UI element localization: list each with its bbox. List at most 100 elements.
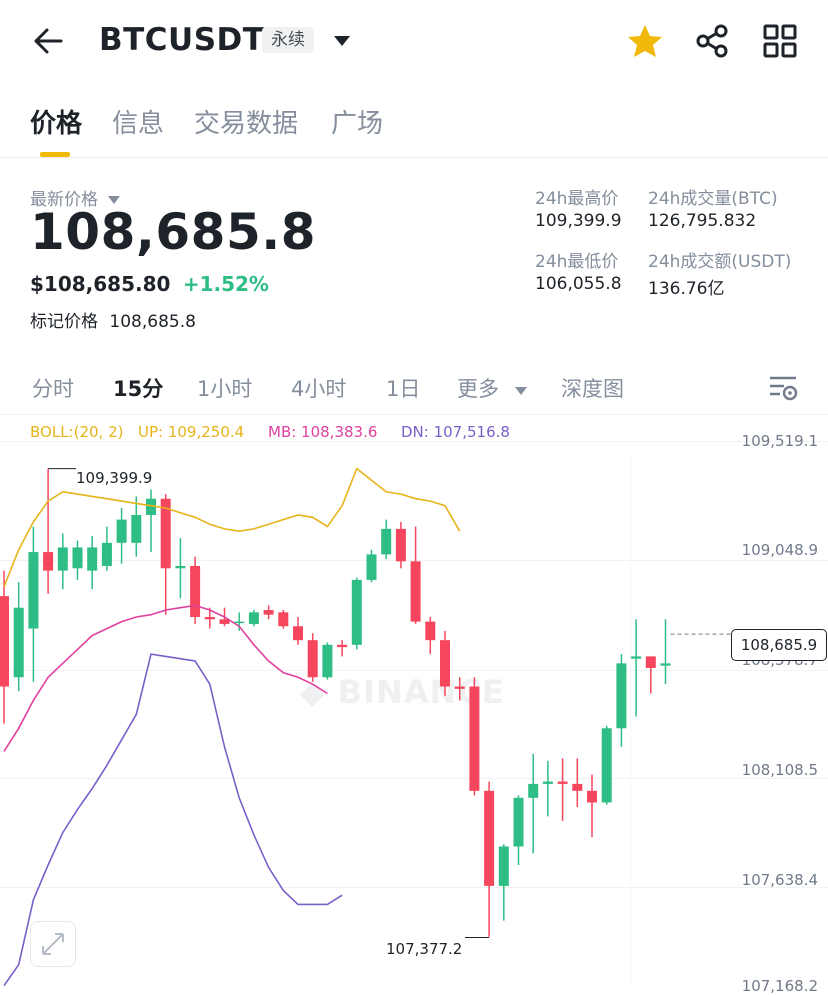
candle-body-up xyxy=(513,797,524,847)
low-price-marker: 107,377.2 xyxy=(386,940,463,958)
candle xyxy=(131,496,142,557)
candle-body-down xyxy=(43,552,54,571)
candle-body-down xyxy=(204,616,215,620)
gridline xyxy=(0,560,828,561)
candle-body-down xyxy=(219,619,230,624)
boll-lower-line xyxy=(3,653,343,986)
more-menu-button[interactable] xyxy=(762,23,798,59)
candle xyxy=(351,577,362,650)
candle xyxy=(43,468,54,594)
kline-chart[interactable]: ◆ BINANCE 109,519.1 109,048.9 108,578.7 … xyxy=(0,415,828,995)
tab-trading-data[interactable]: 交易数据 xyxy=(194,109,299,139)
candle-body-up xyxy=(87,547,98,571)
candle xyxy=(337,640,348,657)
current-price-tag: 108,685.9 xyxy=(731,629,827,661)
gridline xyxy=(630,455,631,985)
back-button[interactable] xyxy=(28,24,68,58)
candle-body-up xyxy=(322,644,333,678)
candle-body-up xyxy=(146,498,156,515)
expand-icon xyxy=(42,933,64,955)
interval-4h[interactable]: 4小时 xyxy=(291,377,347,401)
candle xyxy=(425,616,436,655)
gridline xyxy=(0,670,828,671)
gridline xyxy=(0,778,828,779)
candle xyxy=(57,533,68,590)
interval-15m[interactable]: 15分 xyxy=(113,377,164,401)
candle-body-up xyxy=(72,547,83,569)
candle-body-up xyxy=(616,663,627,729)
boll-dn-label: DN: 107,516.8 xyxy=(401,423,510,441)
candle-body-down xyxy=(307,640,318,678)
candle xyxy=(440,630,450,696)
candle-body-up xyxy=(601,728,612,803)
candle xyxy=(528,753,539,854)
depth-chart-tab[interactable]: 深度图 xyxy=(561,377,624,401)
candle-body-up xyxy=(131,514,142,543)
low-24h-label: 24h最低价 xyxy=(535,252,619,272)
gridline xyxy=(0,887,828,888)
candle-body-up xyxy=(542,781,553,784)
candle xyxy=(454,677,465,701)
candle-body-down xyxy=(469,686,480,791)
last-price: 108,685.8 xyxy=(30,203,317,261)
candle xyxy=(307,633,318,682)
chart-settings-button[interactable] xyxy=(768,374,800,402)
active-tab-indicator xyxy=(40,152,70,157)
candle-body-down xyxy=(454,686,465,689)
candle xyxy=(645,656,656,694)
tab-price[interactable]: 价格 xyxy=(30,109,83,139)
candle-body-down xyxy=(293,626,303,641)
y-axis-tick: 107,168.2 xyxy=(741,977,818,995)
candle xyxy=(572,758,583,808)
volume-btc-label: 24h成交量(BTC) xyxy=(648,189,778,209)
candle xyxy=(498,844,509,921)
tab-square[interactable]: 广场 xyxy=(331,109,384,139)
candle xyxy=(175,538,186,599)
candle-body-up xyxy=(660,663,671,666)
candle-body-up xyxy=(101,542,112,566)
candle-body-down xyxy=(0,596,9,687)
candle xyxy=(160,494,171,615)
tab-info[interactable]: 信息 xyxy=(112,109,165,139)
candle-body-up xyxy=(234,621,245,624)
boll-mb-label: MB: 108,383.6 xyxy=(268,423,378,441)
interval-more[interactable]: 更多 xyxy=(457,373,528,403)
high-24h-value: 109,399.9 xyxy=(535,211,622,231)
candle xyxy=(322,642,333,680)
turnover-usdt-label: 24h成交额(USDT) xyxy=(648,252,792,272)
low-24h-value: 106,055.8 xyxy=(535,274,622,294)
candle xyxy=(513,795,524,866)
candle xyxy=(204,607,215,629)
candle xyxy=(660,619,671,685)
share-button[interactable] xyxy=(694,23,732,59)
candle xyxy=(101,526,112,571)
candle xyxy=(116,508,127,564)
symbol-title[interactable]: BTCUSDT xyxy=(99,22,265,58)
candle xyxy=(410,526,421,624)
candle xyxy=(484,781,495,937)
candle-body-down xyxy=(440,640,450,687)
symbol-dropdown-button[interactable] xyxy=(330,32,354,50)
interval-1h[interactable]: 1小时 xyxy=(197,377,253,401)
candle-body-down xyxy=(337,644,348,648)
indicator-settings-icon xyxy=(770,376,798,401)
candlestick-plot xyxy=(0,467,731,986)
candle-body-down xyxy=(410,561,421,622)
latest-price-selector[interactable]: 最新价格 xyxy=(30,185,121,210)
favorite-button[interactable] xyxy=(626,23,664,59)
divider xyxy=(0,157,828,158)
candle-body-down xyxy=(395,528,406,562)
divider xyxy=(0,414,828,415)
candle xyxy=(248,610,259,627)
candle-body-up xyxy=(498,846,509,886)
latest-price-label: 最新价格 xyxy=(30,190,98,210)
interval-1d[interactable]: 1日 xyxy=(386,377,421,401)
interval-time[interactable]: 分时 xyxy=(32,377,74,401)
gridline xyxy=(0,441,828,442)
candle-body-up xyxy=(175,565,186,569)
candle-body-down xyxy=(484,790,495,886)
fullscreen-button[interactable] xyxy=(30,921,76,967)
dropdown-caret-icon xyxy=(334,36,350,46)
candle xyxy=(631,619,642,717)
candle-body-down xyxy=(557,781,568,784)
